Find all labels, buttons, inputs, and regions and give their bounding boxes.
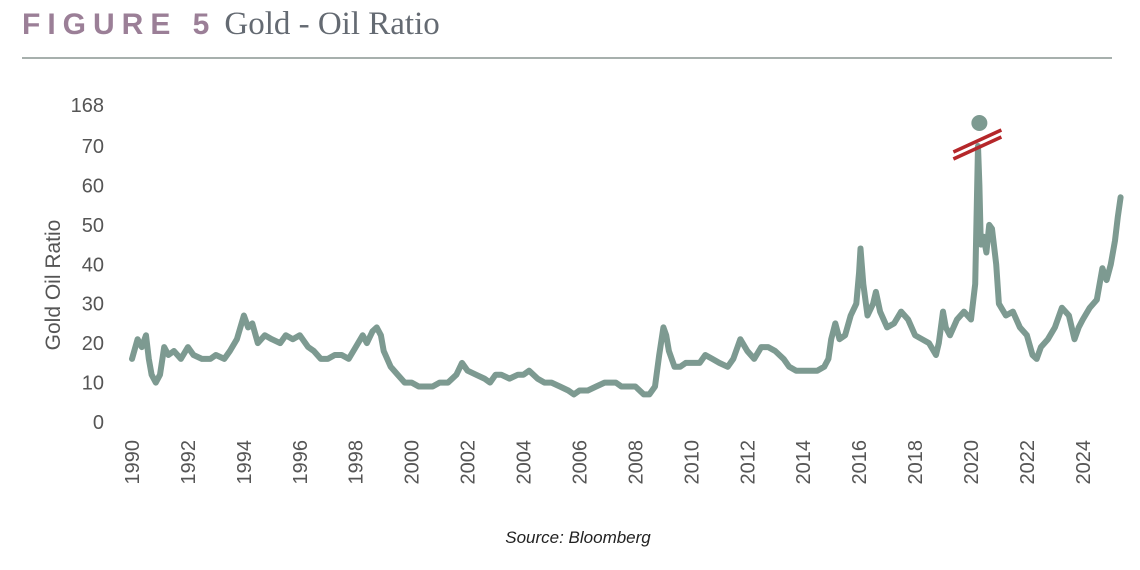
- outlier-point: [971, 115, 988, 131]
- x-tick-label: 2012: [737, 440, 759, 485]
- x-tick-label: 2002: [458, 440, 480, 485]
- figure-label: FIGURE 5: [22, 8, 217, 41]
- x-tick-label: 2004: [514, 440, 536, 485]
- y-axis-ticks: 0 10 20 30 40 50 60 70 168: [71, 95, 104, 434]
- x-tick-label: 2022: [1017, 440, 1039, 485]
- y-tick-label: 30: [82, 294, 104, 316]
- header-divider: [22, 57, 1112, 59]
- y-tick-label: 60: [82, 175, 104, 197]
- series-line-gold-oil-ratio: [129, 143, 1124, 398]
- y-tick-label: 10: [82, 373, 104, 395]
- figure-header: FIGURE 5 Gold - Oil Ratio: [22, 6, 440, 48]
- x-tick-label: 2024: [1073, 440, 1095, 485]
- y-tick-label: 40: [82, 254, 104, 276]
- x-tick-label: 1990: [122, 440, 144, 485]
- x-tick-label: 1994: [234, 440, 256, 485]
- source-note: Source: Bloomberg: [505, 528, 651, 547]
- y-tick-label: 20: [82, 333, 104, 355]
- y-axis-label: Gold Oil Ratio: [42, 220, 65, 351]
- gold-oil-ratio-chart: 0 10 20 30 40 50 60 70 168 1990 1992 1994 1996 1998 2…: [42, 95, 1124, 485]
- x-tick-label: 2018: [905, 440, 927, 485]
- x-tick-label: 2000: [402, 440, 424, 485]
- y-tick-label: 50: [82, 215, 104, 237]
- x-tick-label: 2014: [793, 440, 815, 485]
- x-tick-label: 1992: [178, 440, 200, 485]
- x-tick-label: 2010: [681, 440, 703, 485]
- y-tick-label: 70: [82, 136, 104, 158]
- x-tick-label: 2020: [961, 440, 983, 485]
- x-tick-label: 2008: [625, 440, 647, 485]
- figure-title: Gold - Oil Ratio: [224, 6, 440, 42]
- x-tick-label: 1996: [290, 440, 312, 485]
- x-tick-label: 2006: [569, 440, 591, 485]
- y-tick-label: 0: [93, 412, 104, 434]
- break-slash: [952, 128, 1003, 154]
- break-slash: [952, 135, 1003, 161]
- axis-break-mark: [952, 128, 1003, 161]
- y-tick-label: 168: [71, 95, 104, 117]
- x-tick-label: 1998: [346, 440, 368, 485]
- x-tick-label: 2016: [849, 440, 871, 485]
- x-axis-ticks: 1990 1992 1994 1996 1998 2000 2002 2004 2006 2008…: [122, 440, 1095, 485]
